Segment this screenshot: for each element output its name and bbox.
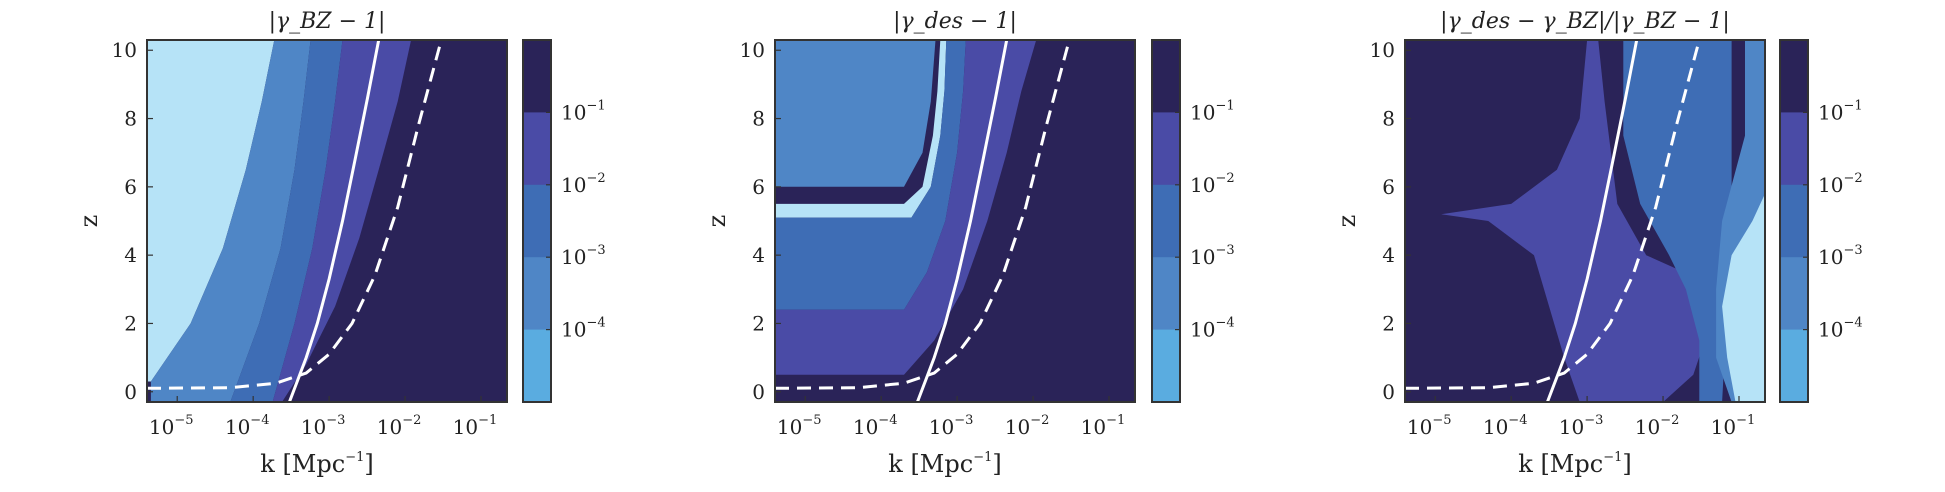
colorbar-tick-label: 10−2 xyxy=(1190,171,1235,197)
y-tick-label: 4 xyxy=(124,243,137,267)
x-tick-label: 10−5 xyxy=(149,413,194,439)
colorbar-segment xyxy=(1152,40,1180,113)
heatmap-area xyxy=(147,40,507,402)
contour-band-4 xyxy=(775,40,1037,375)
y-tick-label: 8 xyxy=(752,107,765,131)
x-axis-label: k [Mpc−1] xyxy=(1518,450,1631,478)
x-tick-label: 10−1 xyxy=(1081,413,1126,439)
colorbar-segment xyxy=(1780,257,1808,331)
heatmap-area xyxy=(1405,40,1765,402)
y-tick-label: 6 xyxy=(124,175,137,199)
colorbar-segment xyxy=(523,112,551,186)
y-tick-label: 8 xyxy=(1382,107,1395,131)
panel-title: |γ_BZ − 1| xyxy=(269,9,386,34)
y-tick-label: 2 xyxy=(124,311,137,335)
colorbar-segment xyxy=(1780,40,1808,113)
plot-frame xyxy=(774,39,1136,403)
y-tick-label: 6 xyxy=(752,175,765,199)
colorbar-segment xyxy=(1780,112,1808,186)
x-tick-label: 10−3 xyxy=(929,413,974,439)
x-axis-label: k [Mpc−1] xyxy=(260,450,373,478)
colorbar-tick-label: 10−1 xyxy=(1818,98,1863,124)
colorbar: 10−1 10−2 10−3 10−4 xyxy=(1151,39,1235,403)
colorbar-frame xyxy=(1779,39,1809,403)
colorbar-segment xyxy=(1780,184,1808,258)
colorbar-tick-label: 10−3 xyxy=(1190,243,1235,269)
x-tick-label: 10−2 xyxy=(1005,413,1050,439)
contour-band-3 xyxy=(775,40,966,310)
colorbar-tick-label: 10−4 xyxy=(561,316,606,342)
x-tick-label: 10−5 xyxy=(777,413,822,439)
dashed-curve xyxy=(147,40,443,390)
y-tick-label: 2 xyxy=(752,311,765,335)
colorbar-segment xyxy=(1152,112,1180,186)
colorbar-tick-label: 10−2 xyxy=(561,171,606,197)
plot-frame xyxy=(146,39,508,403)
contour-band-3 xyxy=(230,40,343,402)
panel-3: 0 2 4 6 8 10 10−5 10−4 10−3 10−2 10−1 k [Mpc−1] z |γ_… xyxy=(1333,9,1863,478)
y-tick-label: 0 xyxy=(752,380,765,404)
contour-band-1 xyxy=(775,40,936,187)
colorbar-tick-label: 10−4 xyxy=(1818,316,1863,342)
colorbar-segment xyxy=(523,40,551,113)
contour-band-4 xyxy=(1722,193,1765,402)
panel-1: 0 2 4 6 8 10 10−5 10−4 10−3 10−2 10−1 k [Mpc−1] z |γ_… xyxy=(75,9,606,478)
y-tick-label: 0 xyxy=(124,380,137,404)
y-axis-label: z xyxy=(1333,215,1361,228)
colorbar-segment xyxy=(523,257,551,331)
colorbar-segment xyxy=(1152,329,1180,403)
colorbar: 10−1 10−2 10−3 10−4 xyxy=(522,39,606,403)
colorbar-tick-label: 10−2 xyxy=(1818,171,1863,197)
y-tick-label: 6 xyxy=(1382,175,1395,199)
colorbar-segment xyxy=(1152,184,1180,258)
colorbar-tick-label: 10−3 xyxy=(561,243,606,269)
colorbar-frame xyxy=(522,39,552,403)
colorbar-tick-label: 10−4 xyxy=(1190,316,1235,342)
y-tick-label: 8 xyxy=(124,107,137,131)
x-tick-label: 10−3 xyxy=(1559,413,1604,439)
y-tick-label: 4 xyxy=(752,243,765,267)
colorbar-frame xyxy=(1151,39,1181,403)
x-tick-label: 10−2 xyxy=(1635,413,1680,439)
y-axis-label: z xyxy=(75,215,103,228)
y-tick-label: 10 xyxy=(112,38,137,62)
x-tick-label: 10−4 xyxy=(853,413,898,439)
colorbar-segment xyxy=(523,184,551,258)
contour-band-2 xyxy=(1623,40,1732,402)
colorbar-tick-label: 10−1 xyxy=(1190,98,1235,124)
colorbar-segment xyxy=(1780,329,1808,403)
x-tick-label: 10−3 xyxy=(301,413,346,439)
y-tick-label: 10 xyxy=(1370,38,1395,62)
x-tick-label: 10−1 xyxy=(453,413,498,439)
dashed-curve xyxy=(775,40,1071,390)
x-tick-label: 10−4 xyxy=(1483,413,1528,439)
y-axis-label: z xyxy=(703,215,731,228)
colorbar-segment xyxy=(523,329,551,403)
panel-title: |γ_des − γ_BZ|/|γ_BZ − 1| xyxy=(1440,9,1730,34)
contour-band-1 xyxy=(147,40,275,382)
y-tick-label: 2 xyxy=(1382,311,1395,335)
colorbar-tick-label: 10−3 xyxy=(1818,243,1863,269)
x-tick-label: 10−4 xyxy=(225,413,270,439)
plot-frame xyxy=(1404,39,1766,403)
x-tick-label: 10−2 xyxy=(377,413,422,439)
colorbar-tick-label: 10−1 xyxy=(561,98,606,124)
y-tick-label: 4 xyxy=(1382,243,1395,267)
contour-band-1 xyxy=(1441,40,1723,402)
panel-title: |γ_des − 1| xyxy=(893,9,1017,34)
heatmap-area xyxy=(775,40,1135,402)
colorbar-segment xyxy=(1152,257,1180,331)
x-axis-label: k [Mpc−1] xyxy=(888,450,1001,478)
colorbar: 10−1 10−2 10−3 10−4 xyxy=(1779,39,1863,403)
dashed-curve xyxy=(1405,40,1701,390)
x-tick-label: 10−5 xyxy=(1407,413,1452,439)
y-tick-label: 0 xyxy=(1382,380,1395,404)
contour-band-2 xyxy=(150,40,311,402)
panel-2: 0 2 4 6 8 10 10−5 10−4 10−3 10−2 10−1 k [Mpc−1] z |γ_… xyxy=(703,9,1235,478)
y-tick-label: 10 xyxy=(740,38,765,62)
x-tick-label: 10−1 xyxy=(1711,413,1756,439)
